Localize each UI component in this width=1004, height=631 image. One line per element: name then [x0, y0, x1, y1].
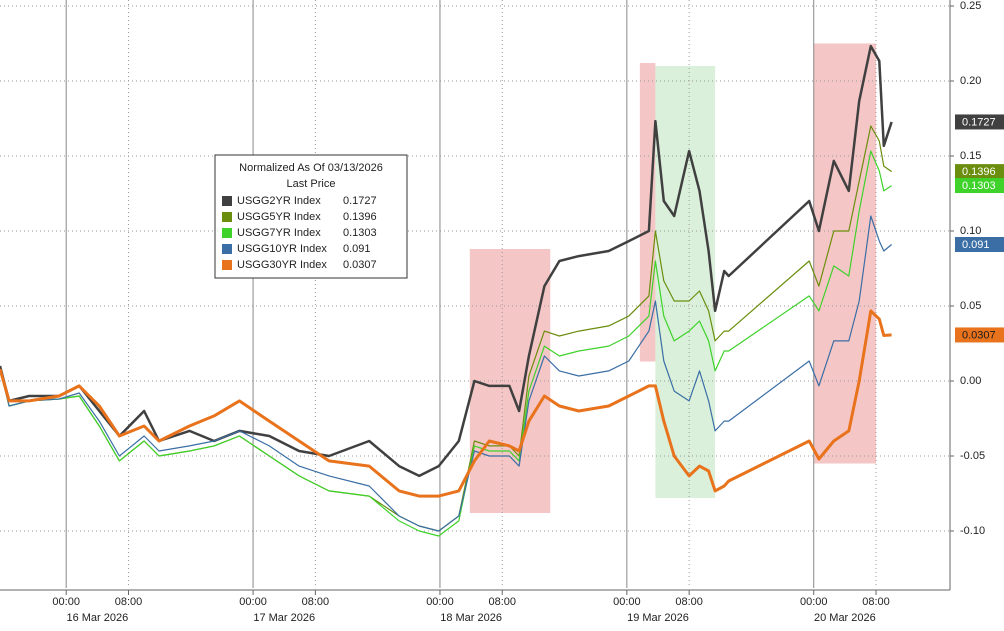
legend-label: USGG5YR Index: [237, 211, 321, 223]
value-tag: [955, 178, 1004, 194]
legend-swatch: [222, 196, 232, 206]
value-tag-label: 0.0307: [962, 329, 996, 341]
legend-value: 0.1727: [343, 195, 377, 207]
legend-box: [214, 154, 408, 279]
legend-swatch: [222, 228, 232, 238]
y-tick-label: 0.20: [960, 75, 981, 87]
x-tick-label: 08:00: [488, 596, 516, 608]
x-date-label: 19 Mar 2026: [627, 612, 689, 624]
series-line: [0, 309, 892, 498]
highlight-band: [469, 249, 551, 513]
value-tag: [955, 237, 1004, 252]
legend-subtitle: Last Price: [287, 178, 336, 190]
x-tick-label: 00:00: [52, 596, 80, 608]
legend-swatch: [222, 212, 232, 222]
value-tag-label: 0.1303: [962, 180, 996, 192]
legend-swatch: [222, 244, 232, 254]
legend-label: USGG30YR Index: [237, 259, 327, 271]
series-line: [0, 150, 892, 537]
y-tick-label: 0.15: [960, 150, 981, 162]
legend-title: Normalized As Of 03/13/2026: [239, 162, 383, 174]
x-tick-label: 00:00: [613, 596, 641, 608]
highlight-band: [813, 43, 877, 464]
y-tick-label: 0.00: [960, 375, 981, 387]
x-tick-label: 00:00: [239, 596, 267, 608]
x-tick-label: 08:00: [675, 596, 703, 608]
x-date-label: 18 Mar 2026: [440, 612, 502, 624]
y-tick-label: -0.05: [960, 450, 985, 462]
x-tick-label: 08:00: [302, 596, 330, 608]
y-tick-label: 0.05: [960, 300, 981, 312]
legend-value: 0.1396: [343, 211, 377, 223]
legend-value: 0.091: [343, 243, 371, 255]
value-tag-label: 0.1396: [962, 166, 996, 178]
y-tick-label: 0.25: [960, 0, 981, 12]
x-tick-label: 00:00: [800, 596, 828, 608]
x-date-label: 17 Mar 2026: [253, 612, 315, 624]
axis-layer: 0.25 0.20 0.15 0.10 0.05 0.00 -0.05 -0.10 00:00 0…: [0, 0, 985, 624]
value-tag-label: 0.1727: [962, 116, 996, 128]
legend: Normalized As Of 03/13/2026 Last Price U…: [214, 154, 408, 279]
legend-value: 0.0307: [343, 259, 377, 271]
legend-swatch: [222, 260, 232, 270]
x-date-label: 16 Mar 2026: [66, 612, 128, 624]
grid-layer: [0, 0, 950, 588]
value-tag: [955, 114, 1004, 130]
highlight-band: [639, 63, 656, 362]
line-layer: [0, 44, 893, 537]
x-tick-label: 08:00: [115, 596, 143, 608]
legend-label: USGG2YR Index: [237, 195, 321, 207]
y-tick-label: -0.10: [960, 525, 985, 537]
value-tag: [955, 327, 1004, 343]
value-tag: [955, 164, 1004, 180]
x-tick-label: 08:00: [862, 596, 890, 608]
x-date-label: 20 Mar 2026: [814, 612, 876, 624]
value-tags: 0.1727 0.1396 0.1303 0.091 0.0307: [955, 114, 1004, 343]
value-tag-label: 0.091: [962, 239, 990, 251]
legend-label: USGG10YR Index: [237, 243, 327, 255]
legend-value: 0.1303: [343, 227, 377, 239]
series-line: [0, 215, 892, 532]
x-tick-label: 00:00: [426, 596, 454, 608]
y-tick-label: 0.10: [960, 225, 981, 237]
legend-label: USGG7YR Index: [237, 227, 321, 239]
